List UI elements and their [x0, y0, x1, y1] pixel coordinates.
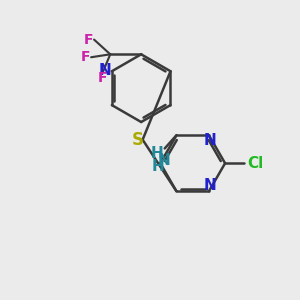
Text: N: N [204, 133, 217, 148]
Text: S: S [132, 131, 144, 149]
Text: F: F [84, 33, 94, 46]
Text: F: F [80, 50, 90, 64]
Text: N: N [158, 153, 170, 168]
Text: N: N [204, 178, 217, 194]
Text: Cl: Cl [247, 156, 263, 171]
Text: N: N [99, 63, 112, 78]
Text: H: H [151, 146, 164, 161]
Text: F: F [98, 71, 108, 85]
Text: H: H [152, 159, 164, 174]
